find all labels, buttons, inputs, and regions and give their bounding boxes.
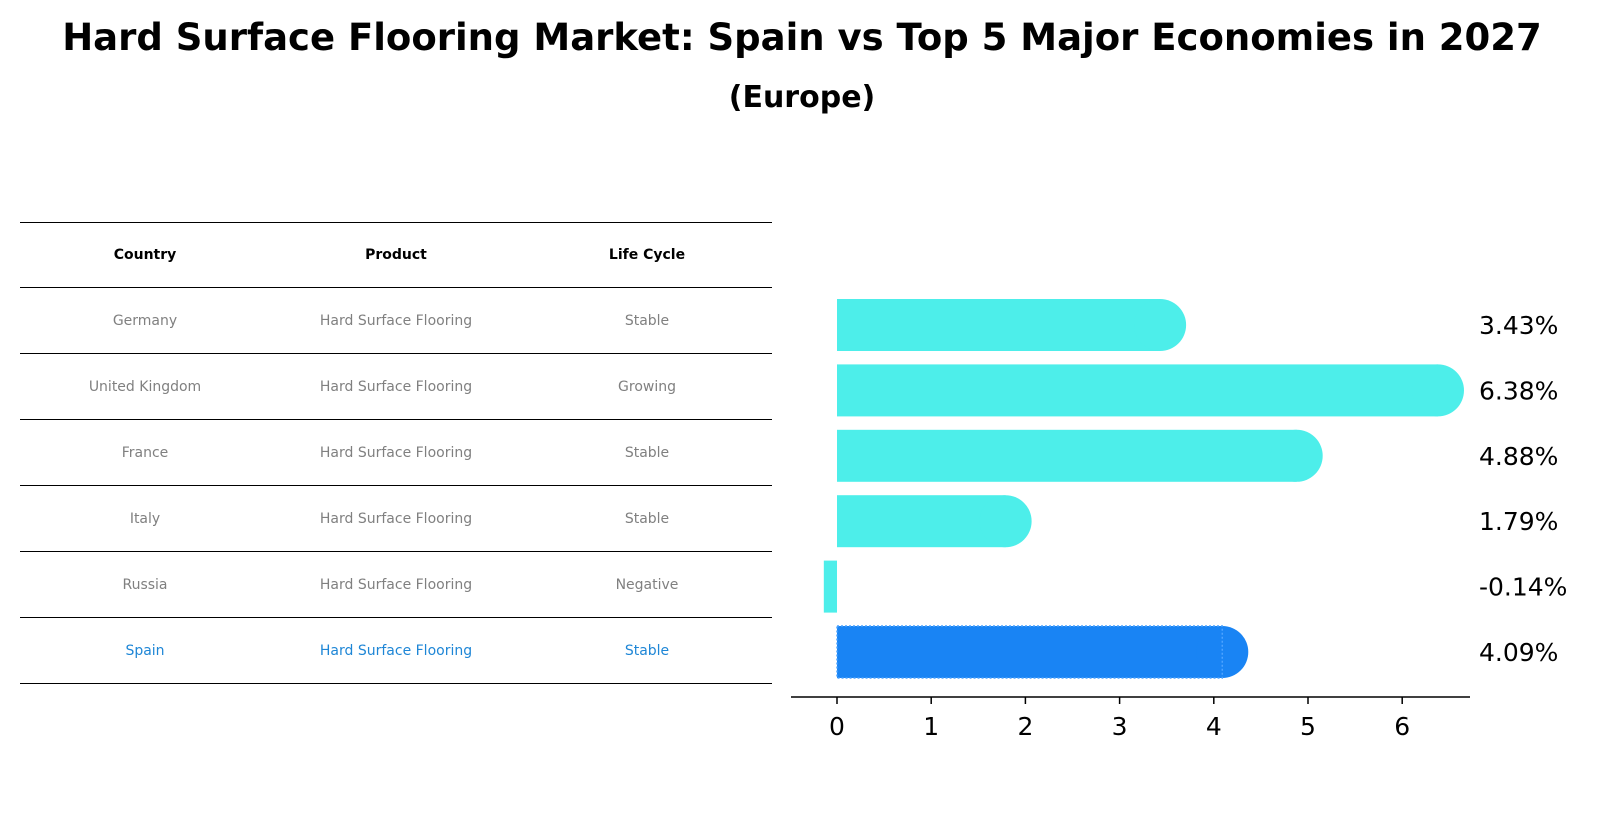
bar-cap xyxy=(1196,626,1249,678)
cell-country: Russia xyxy=(122,576,168,593)
bar-spain xyxy=(836,625,1249,679)
cell-country: France xyxy=(121,444,169,461)
bar-body xyxy=(837,429,1297,482)
x-tick-label: 3 xyxy=(1112,712,1128,741)
table-header-row: Country Product Life Cycle xyxy=(20,222,772,288)
cell-product: Hard Surface Flooring xyxy=(319,444,473,461)
table-row-highlight: Spain Hard Surface Flooring Stable xyxy=(20,618,772,684)
x-tick-label: 0 xyxy=(829,712,845,741)
cell-product: Hard Surface Flooring xyxy=(319,510,473,527)
cell-country: Germany xyxy=(112,312,178,329)
x-tick-label: 1 xyxy=(923,712,939,741)
x-tick-label: 6 xyxy=(1394,712,1410,741)
value-label: -0.14% xyxy=(1479,573,1567,602)
bar-body xyxy=(837,364,1438,417)
bar-italy xyxy=(837,495,1032,548)
table-row: United Kingdom Hard Surface Flooring Gro… xyxy=(20,354,772,420)
chart-subtitle: (Europe) xyxy=(728,80,876,115)
bar-france xyxy=(837,429,1323,482)
column-header-life-cycle: Life Cycle xyxy=(608,247,686,263)
cell-life-cycle: Stable xyxy=(624,510,670,527)
bar-cap xyxy=(1134,299,1187,351)
value-label: 6.38% xyxy=(1479,376,1558,405)
bar-body xyxy=(837,495,1006,548)
x-tick-label: 2 xyxy=(1017,712,1033,741)
x-tick-label: 4 xyxy=(1206,712,1222,741)
chart-title: Hard Surface Flooring Market: Spain vs T… xyxy=(62,16,1542,59)
value-label: 4.88% xyxy=(1479,442,1558,471)
cell-product: Hard Surface Flooring xyxy=(319,642,473,659)
cell-product: Hard Surface Flooring xyxy=(319,378,473,395)
data-table: Country Product Life Cycle Germany Hard … xyxy=(20,222,772,684)
bar-highlight-outline xyxy=(836,625,1224,679)
bar-united-kingdom xyxy=(837,364,1464,417)
cell-product: Hard Surface Flooring xyxy=(319,576,473,593)
bar-body xyxy=(837,626,1223,678)
cell-life-cycle: Stable xyxy=(624,312,670,329)
value-label: 3.43% xyxy=(1479,311,1558,340)
cell-life-cycle: Growing xyxy=(618,378,676,395)
value-label: 1.79% xyxy=(1479,507,1558,536)
bar-cap xyxy=(1270,429,1323,482)
cell-country: Spain xyxy=(125,642,165,659)
table-row: Germany Hard Surface Flooring Stable xyxy=(20,288,772,354)
cell-product: Hard Surface Flooring xyxy=(319,312,473,329)
cell-country: Italy xyxy=(129,510,161,527)
table-row: Russia Hard Surface Flooring Negative xyxy=(20,552,772,618)
bar-russia xyxy=(823,560,837,613)
bar-body xyxy=(823,560,837,613)
bar-cap xyxy=(979,495,1032,548)
x-tick-label: 5 xyxy=(1300,712,1316,741)
value-label: 4.09% xyxy=(1479,638,1558,667)
bar-body xyxy=(837,299,1161,351)
table-row: France Hard Surface Flooring Stable xyxy=(20,420,772,486)
cell-life-cycle: Stable xyxy=(624,642,670,659)
cell-life-cycle: Negative xyxy=(615,576,679,593)
bar-cap xyxy=(1411,364,1464,417)
column-header-product: Product xyxy=(365,247,427,263)
cell-life-cycle: Stable xyxy=(624,444,670,461)
bar-germany xyxy=(837,299,1187,351)
cell-country: United Kingdom xyxy=(88,378,202,395)
table-row: Italy Hard Surface Flooring Stable xyxy=(20,486,772,552)
column-header-country: Country xyxy=(113,247,177,263)
